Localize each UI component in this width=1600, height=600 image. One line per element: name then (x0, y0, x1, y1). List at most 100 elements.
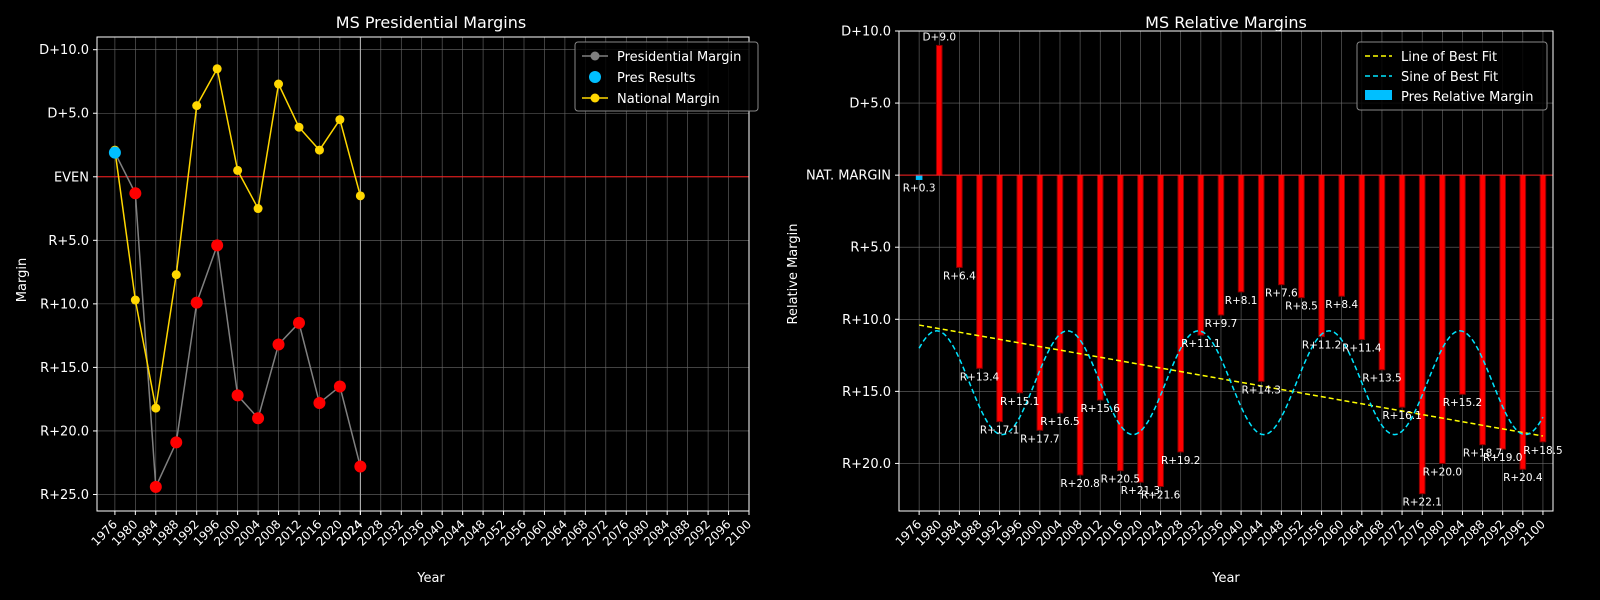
relative-margin-bar (1096, 174, 1104, 401)
left-plot-frame (96, 36, 750, 512)
relative-margin-bar (1378, 174, 1386, 371)
right-plot-frame (898, 30, 1554, 512)
relative-margin-bar (1338, 174, 1346, 297)
bar-value-label: R+8.1 (1225, 295, 1258, 307)
bar-value-label: R+16.1 (1382, 410, 1421, 422)
bar-value-label: R+9.7 (1205, 318, 1238, 330)
left-y-tick-label: D+5.0 (47, 107, 89, 122)
left-x-axis-label: Year (416, 571, 445, 586)
left-y-ticks: D+10.0 D+5.0 EVEN R+5.0 R+10.0 R+15.0 R+20.0 R+… (39, 43, 97, 503)
pres-result-point (292, 316, 305, 329)
relative-margin-bar (915, 174, 923, 180)
relative-margin-bar (1278, 174, 1285, 286)
relative-margin-bar (1439, 174, 1446, 464)
national-margin-point (314, 145, 324, 155)
relative-margin-bar (1076, 174, 1084, 476)
bar-value-label: R+20.0 (1423, 466, 1462, 478)
legend-entry-pres-results: Pres Results (617, 71, 696, 86)
bar-value-label: R+17.1 (980, 425, 1019, 437)
right-y-tick-label: D+10.0 (841, 25, 891, 40)
relative-margin-bar (1257, 174, 1265, 382)
left-grid (97, 37, 750, 511)
relative-margin-bar (1016, 174, 1024, 394)
legend-pres-results-marker (589, 71, 601, 83)
relative-margin-bar (1237, 174, 1245, 293)
bar-value-label: R+15.1 (1000, 396, 1039, 408)
right-y-tick-label: R+20.0 (842, 457, 891, 472)
relative-margin-bar (956, 174, 963, 268)
bar-value-label: R+15.2 (1443, 397, 1482, 409)
bar-value-label: R+8.5 (1285, 301, 1318, 313)
relative-margins-chart: MS Relative Margins Year Relative Margin… (786, 13, 1563, 586)
legend-pres-line-marker (590, 51, 600, 61)
relative-margin-bar (976, 174, 983, 369)
pres-result-point (272, 338, 285, 351)
relative-margin-bar (1217, 174, 1225, 316)
line-of-best-fit (918, 324, 1544, 437)
bar-value-label: R+14.3 (1241, 384, 1280, 396)
bar-value-label: R+21.3 (1121, 485, 1160, 497)
legend-national-marker (590, 93, 600, 103)
bar-value-label: R+6.4 (943, 270, 976, 282)
relative-margin-bar (1459, 174, 1466, 395)
bar-value-label: R+15.6 (1080, 403, 1120, 415)
right-y-tick-label: R+5.0 (850, 241, 891, 256)
bar-value-label: R+7.6 (1265, 288, 1298, 300)
left-y-tick-label: R+5.0 (48, 234, 89, 249)
national-margin-point (151, 403, 161, 413)
pres-result-point (211, 239, 224, 252)
relative-margin-bar (935, 44, 943, 176)
legend-bar-swatch (1365, 90, 1392, 100)
pres-result-point (108, 146, 121, 159)
national-margin-point (192, 101, 202, 111)
bar-value-label: R+18.7 (1463, 448, 1502, 460)
bar-value-label: R+11.4 (1342, 342, 1382, 354)
sine-of-best-fit (918, 330, 1544, 436)
national-margin-point (130, 295, 140, 305)
relative-margin-bar (1418, 174, 1426, 495)
left-reference-lines (97, 37, 749, 511)
left-y-tick-label: R+25.0 (40, 488, 89, 503)
legend-entry-national-margin: National Margin (617, 92, 720, 107)
relative-margin-bar (1177, 174, 1185, 453)
national-margin-point (171, 270, 181, 280)
left-y-tick-label: D+10.0 (39, 43, 89, 58)
bar-value-label: R+17.7 (1020, 433, 1059, 445)
relative-margin-bar (1358, 174, 1366, 340)
right-bar-labels: R+0.3 D+9.0 R+6.4 R+13.4 R+17.1 R+15.1 R+17.7 R… (903, 31, 1563, 508)
national-margin-point (233, 165, 243, 175)
bar-value-label: R+13.4 (960, 371, 1000, 383)
bar-value-label: R+11.1 (1181, 338, 1220, 350)
left-y-tick-label: R+15.0 (40, 361, 89, 376)
bar-value-label: R+0.3 (903, 182, 936, 194)
legend-entry-sine-of-best-fit: Sine of Best Fit (1401, 70, 1498, 85)
bar-value-label: D+9.0 (922, 31, 956, 43)
relative-margin-bar (1157, 174, 1164, 487)
national-margin-point (253, 204, 263, 214)
left-series (108, 64, 367, 493)
left-y-tick-label: R+20.0 (40, 424, 89, 439)
relative-margin-bar (1036, 174, 1044, 431)
right-y-axis-label: Relative Margin (786, 224, 801, 325)
national-margin-point (294, 122, 304, 132)
pres-result-point (354, 460, 367, 473)
pres-result-point (190, 296, 203, 309)
pres-result-point (149, 480, 162, 493)
right-chart-title: MS Relative Margins (1145, 13, 1307, 32)
pres-result-point (170, 436, 183, 449)
national-margin-point (335, 115, 345, 125)
right-fit-lines (918, 324, 1544, 437)
right-y-ticks: D+10.0 D+5.0 NAT. MARGIN R+5.0 R+10.0 R+15.0 R… (806, 25, 899, 472)
left-y-axis-label: Margin (15, 258, 30, 302)
relative-margin-bar (1117, 174, 1124, 472)
relative-margin-bar (1137, 174, 1144, 483)
relative-margin-bar (1197, 174, 1205, 336)
bar-value-label: R+20.4 (1503, 472, 1543, 484)
relative-margin-bar (1519, 174, 1527, 470)
bar-value-label: R+19.2 (1161, 455, 1200, 467)
right-y-tick-label: NAT. MARGIN (806, 169, 891, 184)
bar-value-label: R+21.6 (1141, 489, 1181, 501)
pres-result-point (129, 187, 142, 200)
